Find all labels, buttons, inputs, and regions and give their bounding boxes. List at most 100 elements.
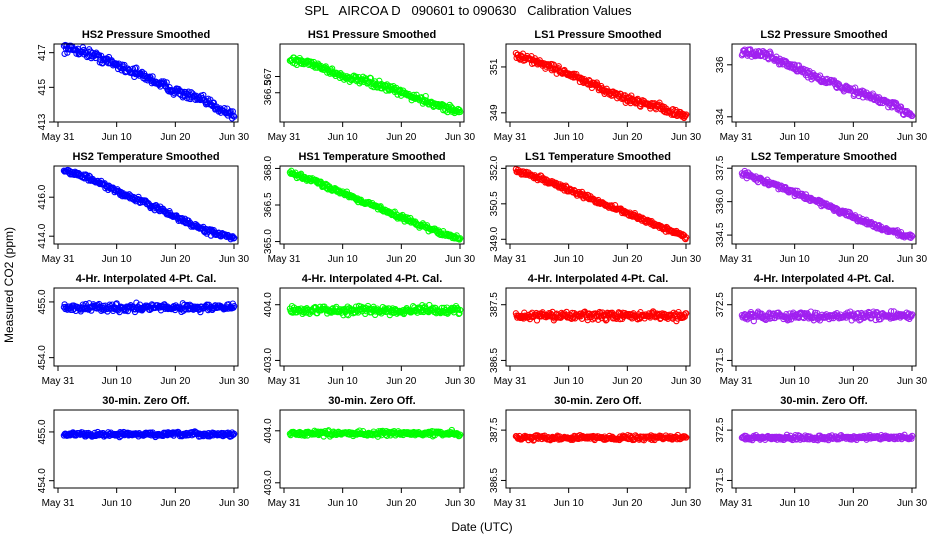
x-tick-label: May 31: [720, 132, 753, 143]
panel-title: 30-min. Zero Off.: [554, 395, 641, 407]
data-point: [86, 300, 93, 307]
x-tick-label: Jun 20: [838, 376, 868, 387]
data-point: [897, 103, 905, 110]
data-points: [512, 49, 690, 122]
x-tick-label: May 31: [494, 254, 527, 265]
data-point: [767, 50, 774, 57]
data-points: [60, 428, 238, 441]
x-tick-label: Jun 20: [612, 376, 642, 387]
x-tick-label: Jun 30: [897, 376, 927, 387]
x-tick-label: Jun 10: [328, 498, 358, 509]
data-points: [286, 54, 464, 117]
x-tick-label: May 31: [720, 498, 753, 509]
data-points: [738, 167, 916, 241]
x-tick-label: Jun 20: [160, 254, 190, 265]
data-points: [60, 166, 238, 243]
data-point: [457, 431, 464, 438]
plot-frame: [731, 287, 917, 367]
plot-frame: [53, 43, 239, 123]
data-point: [163, 79, 170, 86]
y-tick-label: 349: [489, 104, 500, 121]
x-tick-label: Jun 10: [554, 132, 584, 143]
x-tick-label: Jun 10: [102, 132, 132, 143]
panel-title: 4-Hr. Interpolated 4-Pt. Cal.: [754, 273, 895, 285]
y-tick-label: 368.0: [263, 155, 274, 180]
plot-frame: [279, 409, 465, 489]
data-points: [738, 431, 916, 444]
data-point: [113, 300, 120, 307]
x-tick-label: May 31: [494, 498, 527, 509]
y-tick-label: 352.0: [489, 155, 500, 180]
y-tick-label: 336.0: [715, 189, 726, 214]
y-tick-label: 387.5: [489, 417, 500, 442]
data-point: [908, 435, 915, 442]
figure-title: SPL AIRCOA D 090601 to 090630 Calibratio…: [304, 3, 632, 18]
x-tick-label: Jun 30: [671, 132, 701, 143]
x-tick-label: Jun 20: [612, 132, 642, 143]
data-point: [82, 300, 89, 308]
x-tick-label: Jun 30: [897, 254, 927, 265]
x-tick-label: Jun 20: [612, 254, 642, 265]
x-tick-label: May 31: [268, 254, 301, 265]
x-tick-label: Jun 10: [780, 498, 810, 509]
y-tick-label: 372.5: [715, 417, 726, 442]
x-tick-label: Jun 30: [671, 254, 701, 265]
y-tick-label: 404.0: [263, 418, 274, 443]
x-tick-label: Jun 30: [671, 376, 701, 387]
x-tick-label: Jun 20: [386, 132, 416, 143]
data-points: [286, 301, 464, 319]
x-tick-label: Jun 30: [897, 498, 927, 509]
x-tick-label: Jun 10: [554, 254, 584, 265]
y-tick-label: 371.5: [715, 347, 726, 372]
panel-title: LS2 Pressure Smoothed: [760, 29, 887, 41]
x-tick-label: Jun 30: [445, 132, 475, 143]
y-tick-label: 454.0: [37, 345, 48, 370]
plot-frame: [731, 43, 917, 123]
x-tick-label: Jun 30: [445, 498, 475, 509]
x-tick-label: May 31: [42, 498, 75, 509]
panel-13: 30-min. Zero Off. 454.0 455.0 May 31 Jun 10 J…: [37, 395, 249, 509]
data-point: [909, 233, 916, 240]
y-tick-label: 336: [715, 56, 726, 73]
panel-6: HS1 Temperature Smoothed 365.0 366.5 368.0 M…: [263, 151, 475, 265]
panel-3: LS1 Pressure Smoothed 349 351 May 31 Jun 10 J…: [489, 29, 701, 143]
panel-title: LS1 Pressure Smoothed: [534, 29, 661, 41]
x-tick-label: Jun 10: [554, 498, 584, 509]
data-points: [512, 308, 690, 325]
data-point: [88, 307, 95, 314]
panel-grid: HS2 Pressure Smoothed 413 415 417 May 31 Jun …: [37, 29, 927, 509]
y-tick-label: 386.5: [489, 347, 500, 372]
panel-title: 4-Hr. Interpolated 4-Pt. Cal.: [528, 273, 669, 285]
data-point: [683, 234, 690, 241]
x-tick-label: Jun 10: [780, 376, 810, 387]
plot-frame: [53, 287, 239, 367]
data-point: [456, 310, 463, 317]
y-tick-label: 413: [37, 113, 48, 130]
panel-10: 4-Hr. Interpolated 4-Pt. Cal. 403.0 404.0 M…: [263, 273, 475, 387]
x-tick-label: Jun 10: [780, 132, 810, 143]
data-point: [603, 316, 610, 323]
panel-title: 4-Hr. Interpolated 4-Pt. Cal.: [76, 273, 217, 285]
plot-frame: [505, 287, 691, 367]
panel-11: 4-Hr. Interpolated 4-Pt. Cal. 386.5 387.5 M…: [489, 273, 701, 387]
panel-title: 4-Hr. Interpolated 4-Pt. Cal.: [302, 273, 443, 285]
data-point: [231, 234, 238, 242]
data-point: [230, 431, 237, 438]
plot-frame: [279, 43, 465, 123]
y-tick-label: 403.0: [263, 347, 274, 372]
y-tick-label: 404.0: [263, 292, 274, 317]
data-point: [231, 113, 238, 120]
x-tick-label: Jun 30: [897, 132, 927, 143]
data-point: [457, 108, 464, 116]
x-tick-label: Jun 10: [102, 498, 132, 509]
y-tick-label: 455.0: [37, 419, 48, 444]
panel-title: LS2 Temperature Smoothed: [751, 151, 897, 163]
x-tick-label: Jun 20: [160, 498, 190, 509]
x-tick-label: Jun 10: [554, 376, 584, 387]
data-points: [60, 41, 238, 122]
panel-14: 30-min. Zero Off. 403.0 404.0 May 31 Jun 10 J…: [263, 395, 475, 509]
y-tick-label: 454.0: [37, 468, 48, 493]
x-tick-label: Jun 10: [328, 376, 358, 387]
y-tick-label: 416.0: [37, 184, 48, 209]
